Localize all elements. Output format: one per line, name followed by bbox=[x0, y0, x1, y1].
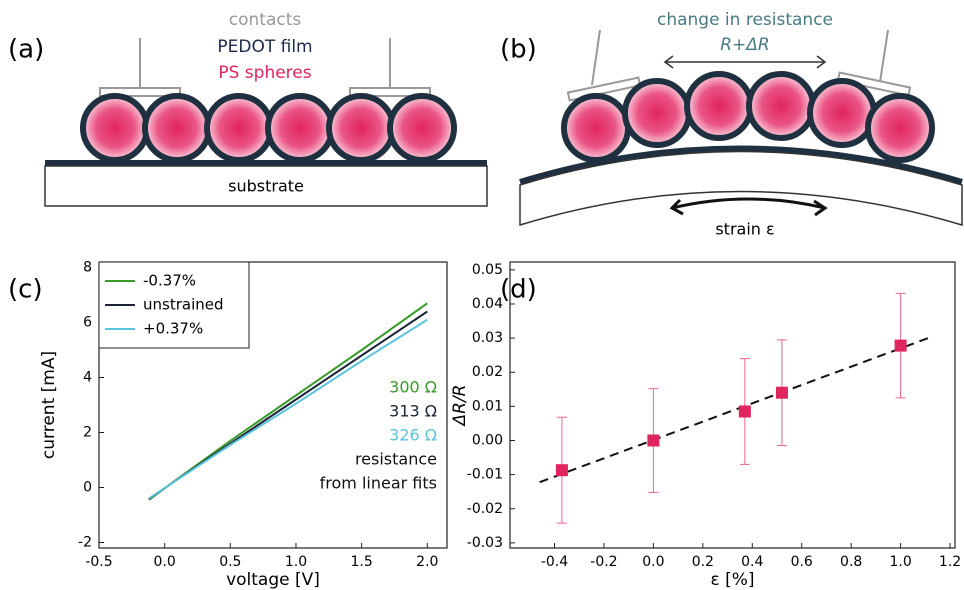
fit-line bbox=[540, 336, 933, 482]
x-tick-label: 0.5 bbox=[219, 554, 241, 570]
y-tick-label: -0.01 bbox=[467, 467, 503, 483]
x-tick-label: -0.2 bbox=[590, 554, 617, 570]
spheres bbox=[83, 96, 454, 160]
panel-label: (b) bbox=[500, 35, 537, 65]
x-tick-label: 1.0 bbox=[285, 554, 307, 570]
x-tick-label: 0.8 bbox=[840, 554, 862, 570]
point bbox=[776, 387, 788, 399]
y-tick-label: 0 bbox=[83, 480, 92, 496]
label-change: change in resistance bbox=[657, 10, 833, 30]
legend-label: -0.37% bbox=[143, 272, 196, 290]
y-tick-label: -0.03 bbox=[467, 535, 503, 551]
panel-label: (a) bbox=[8, 35, 44, 65]
y-tick-label: 0.02 bbox=[472, 364, 503, 380]
panel-b: (b) change in resistance R+ΔR strain ε bbox=[500, 10, 962, 239]
y-tick-label: 8 bbox=[83, 260, 92, 276]
y-axis-label: ΔR/R bbox=[450, 385, 470, 428]
strain-arrow bbox=[672, 199, 825, 215]
point bbox=[895, 340, 907, 352]
annotation: resistance bbox=[355, 450, 437, 469]
x-tick-label: -0.4 bbox=[541, 554, 568, 570]
legend-label: unstrained bbox=[143, 296, 224, 314]
x-tick-label: 0.0 bbox=[642, 554, 664, 570]
legend-label: +0.37% bbox=[143, 320, 203, 338]
y-tick-label: 0.00 bbox=[472, 432, 503, 448]
panel-a: (a) contacts PEDOT film PS spheres subst… bbox=[8, 10, 487, 206]
y-axis-label: current [mA] bbox=[39, 351, 59, 459]
wire bbox=[592, 30, 600, 85]
point bbox=[739, 405, 751, 417]
figure: (a) contacts PEDOT film PS spheres subst… bbox=[0, 0, 964, 590]
label-strain: strain ε bbox=[715, 220, 774, 239]
x-tick-label: 0.4 bbox=[741, 554, 763, 570]
x-tick-label: 0.2 bbox=[692, 554, 714, 570]
x-tick-label: 1.0 bbox=[889, 554, 911, 570]
y-tick-label: 6 bbox=[83, 315, 92, 331]
y-tick-label: -0.02 bbox=[467, 501, 503, 517]
arrow bbox=[665, 56, 825, 68]
x-tick-label: -0.5 bbox=[85, 554, 112, 570]
label-contacts: contacts bbox=[229, 10, 302, 30]
panel-label: (d) bbox=[500, 275, 537, 305]
y-tick-label: 2 bbox=[83, 425, 92, 441]
y-tick-label: 4 bbox=[83, 370, 92, 386]
annotation: from linear fits bbox=[320, 474, 437, 493]
panel-label: (c) bbox=[8, 275, 43, 305]
y-tick-label: -2 bbox=[78, 535, 92, 551]
x-tick-label: 1.2 bbox=[939, 554, 961, 570]
x-tick-label: 0.0 bbox=[154, 554, 176, 570]
y-tick-label: 0.01 bbox=[472, 398, 503, 414]
y-tick-label: 0.03 bbox=[472, 330, 503, 346]
label-substrate: substrate bbox=[228, 177, 304, 196]
x-tick-label: 0.6 bbox=[791, 554, 813, 570]
annotation: 300 Ω bbox=[389, 378, 437, 397]
y-tick-label: 0.05 bbox=[472, 262, 503, 278]
point bbox=[647, 434, 659, 446]
wire bbox=[880, 30, 888, 82]
label-spheres: PS spheres bbox=[218, 63, 311, 83]
plot-frame bbox=[510, 262, 955, 548]
x-tick-label: 1.5 bbox=[351, 554, 373, 570]
y-tick-label: 0.04 bbox=[472, 296, 503, 312]
x-axis-label: voltage [V] bbox=[226, 570, 320, 590]
film bbox=[45, 160, 487, 166]
label-resistance: R+ΔR bbox=[720, 35, 770, 55]
label-film: PEDOT film bbox=[217, 37, 312, 57]
point bbox=[556, 464, 568, 476]
x-axis-label: ε [%] bbox=[710, 570, 754, 590]
annotation: 313 Ω bbox=[389, 402, 437, 421]
x-tick-label: 2.0 bbox=[416, 554, 438, 570]
annotation: 326 Ω bbox=[389, 426, 437, 445]
